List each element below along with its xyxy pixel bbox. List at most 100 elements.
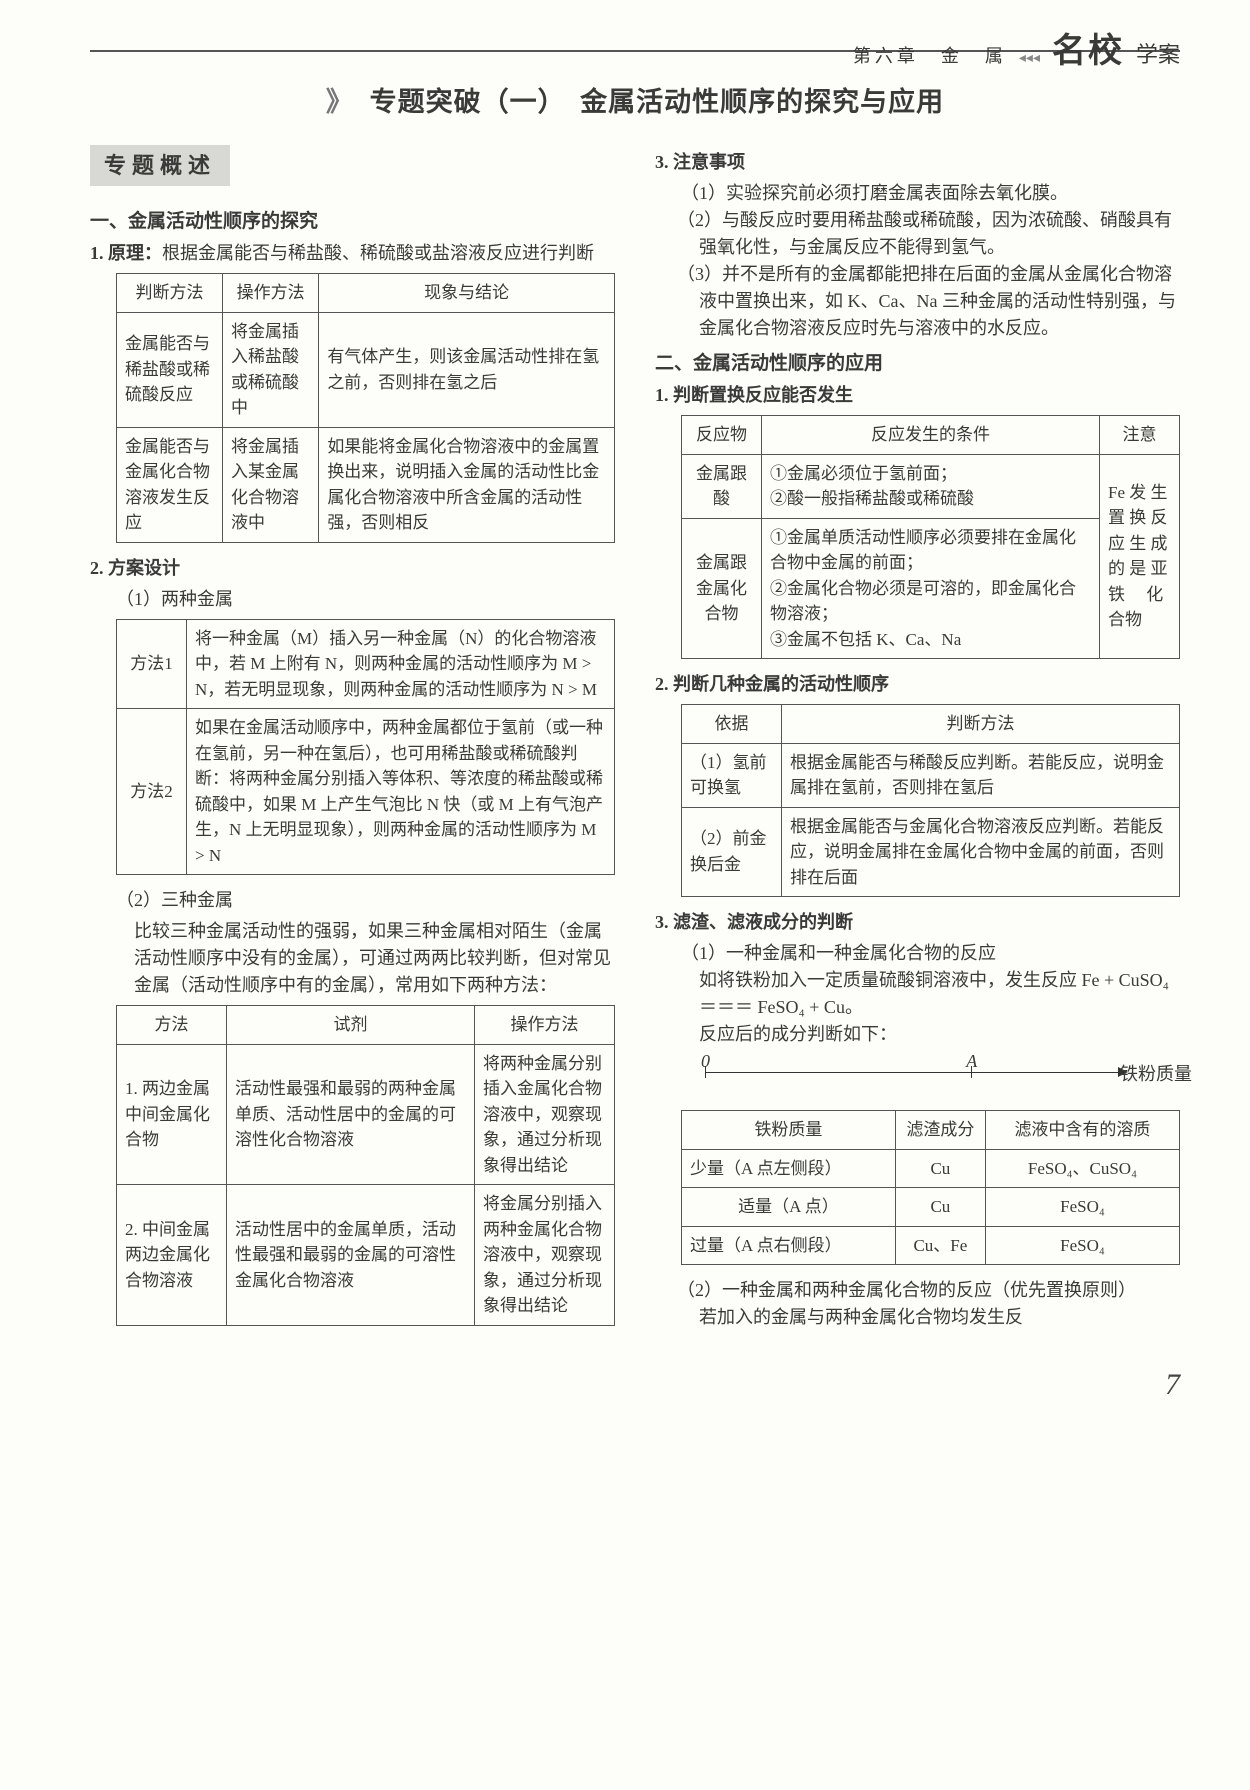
td: Cu、Fe bbox=[895, 1226, 985, 1265]
th: 滤渣成分 bbox=[895, 1111, 985, 1150]
th: 滤液中含有的溶质 bbox=[985, 1111, 1179, 1150]
item-3a: （1）实验探究前必须打磨金属表面除去氧化膜。 bbox=[681, 180, 1180, 207]
td: 将金属插入某金属化合物溶液中 bbox=[222, 427, 318, 542]
td: （2）前金换后金 bbox=[682, 807, 782, 897]
td: 将金属分别插入两种金属化合物溶液中，观察现象，通过分析现象得出结论 bbox=[475, 1185, 615, 1326]
table-3: 方法 试剂 操作方法 1. 两边金属中间金属化合物 活动性最强和最弱的两种金属单… bbox=[116, 1005, 615, 1326]
table-row: 2. 中间金属两边金属化合物溶液 活动性居中的金属单质，活动性最强和最弱的金属的… bbox=[117, 1185, 615, 1326]
item-3b: （2）与酸反应时要用稀盐酸或稀硫酸，因为浓硫酸、硝酸具有强氧化性，与金属反应不能… bbox=[677, 207, 1180, 261]
diag-tick bbox=[705, 1066, 706, 1078]
item-6-label: 3. 滤渣、滤液成分的判断 bbox=[655, 912, 853, 932]
item-6a: （1）一种金属和一种金属化合物的反应 bbox=[681, 940, 1180, 967]
item-4-label: 1. 判断置换反应能否发生 bbox=[655, 385, 853, 405]
td: 方法1 bbox=[117, 619, 187, 709]
td: 活动性居中的金属单质，活动性最强和最弱的金属的可溶性金属化合物溶液 bbox=[227, 1185, 475, 1326]
item-5-label: 2. 判断几种金属的活动性顺序 bbox=[655, 674, 889, 694]
table-row: 方法 试剂 操作方法 bbox=[117, 1006, 615, 1045]
table-row: 金属跟酸 ①金属必须位于氢前面； ②酸一般指稀盐酸或稀硫酸 Fe 发 生置 换 … bbox=[682, 454, 1180, 518]
td: 少量（A 点左侧段） bbox=[682, 1149, 896, 1188]
td: ①金属必须位于氢前面； ②酸一般指稀盐酸或稀硫酸 bbox=[762, 454, 1100, 518]
item-3c: （3）并不是所有的金属都能把排在后面的金属从金属化合物溶液中置换出来，如 K、C… bbox=[677, 261, 1180, 342]
item-2b: （2）三种金属 bbox=[116, 887, 615, 914]
page-number: 7 bbox=[90, 1362, 1180, 1407]
td: ①金属单质活动性顺序必须要排在金属化合物中金属的前面； ②金属化合物必须是可溶的… bbox=[762, 518, 1100, 659]
table-row: 铁粉质量 滤渣成分 滤液中含有的溶质 bbox=[682, 1111, 1180, 1150]
td: 金属跟酸 bbox=[682, 454, 762, 518]
table-1: 判断方法 操作方法 现象与结论 金属能否与稀盐酸或稀硫酸反应 将金属插入稀盐酸或… bbox=[116, 273, 615, 543]
table-2: 方法1 将一种金属（M）插入另一种金属（N）的化合物溶液中，若 M 上附有 N，… bbox=[116, 619, 615, 876]
table-row: （1）氢前可换氢 根据金属能否与稀酸反应判断。若能反应，说明金属排在氢前，否则排… bbox=[682, 743, 1180, 807]
td: Cu bbox=[895, 1188, 985, 1227]
left-column: 专题概述 一、金属活动性顺序的探究 1. 原理：根据金属能否与稀盐酸、稀硫酸或盐… bbox=[90, 145, 615, 1338]
th: 方法 bbox=[117, 1006, 227, 1045]
table-row: 方法2 如果在金属活动顺序中，两种金属都位于氢前（或一种在氢前，另一种在氢后），… bbox=[117, 709, 615, 875]
item-1-text: 根据金属能否与稀盐酸、稀硫酸或盐溶液反应进行判断 bbox=[162, 243, 594, 263]
item-1: 1. 原理：根据金属能否与稀盐酸、稀硫酸或盐溶液反应进行判断 bbox=[90, 240, 615, 267]
two-column-layout: 专题概述 一、金属活动性顺序的探究 1. 原理：根据金属能否与稀盐酸、稀硫酸或盐… bbox=[90, 145, 1180, 1338]
th: 反应物 bbox=[682, 416, 762, 455]
td: Fe 发 生置 换 反应 生 成的 是 亚铁 化合物 bbox=[1100, 454, 1180, 659]
main-title: 》 专题突破（一） 金属活动性顺序的探究与应用 bbox=[90, 82, 1180, 123]
td: 根据金属能否与金属化合物溶液反应判断。若能反应，说明金属排在金属化合物中金属的前… bbox=[782, 807, 1180, 897]
td: FeSO₄ bbox=[985, 1188, 1179, 1227]
table-5: 依据 判断方法 （1）氢前可换氢 根据金属能否与稀酸反应判断。若能反应，说明金属… bbox=[681, 704, 1180, 897]
td: 2. 中间金属两边金属化合物溶液 bbox=[117, 1185, 227, 1326]
td: FeSO₄、CuSO₄ bbox=[985, 1149, 1179, 1188]
table-6: 铁粉质量 滤渣成分 滤液中含有的溶质 少量（A 点左侧段） Cu FeSO₄、C… bbox=[681, 1110, 1180, 1265]
table-row: 适量（A 点） Cu FeSO₄ bbox=[682, 1188, 1180, 1227]
item-2: 2. 方案设计 bbox=[90, 555, 615, 582]
chapter-label: 第六章 金 属 bbox=[853, 43, 1007, 70]
td: 金属能否与稀盐酸或稀硫酸反应 bbox=[117, 312, 223, 427]
table-row: （2）前金换后金 根据金属能否与金属化合物溶液反应判断。若能反应，说明金属排在金… bbox=[682, 807, 1180, 897]
item-2-label: 2. 方案设计 bbox=[90, 558, 180, 578]
td: 将一种金属（M）插入另一种金属（N）的化合物溶液中，若 M 上附有 N，则两种金… bbox=[187, 619, 615, 709]
chevron-icon: 》 bbox=[326, 87, 354, 117]
item-6a-text2: 反应后的成分判断如下： bbox=[699, 1021, 1180, 1048]
table-4: 反应物 反应发生的条件 注意 金属跟酸 ①金属必须位于氢前面； ②酸一般指稀盐酸… bbox=[681, 415, 1180, 659]
table-row: 1. 两边金属中间金属化合物 活动性最强和最弱的两种金属单质、活动性居中的金属的… bbox=[117, 1044, 615, 1185]
diag-axis-label: 铁粉质量 bbox=[1120, 1061, 1192, 1088]
header-text: 第六章 金 属 ◂◂◂ 名校 学案 bbox=[853, 26, 1180, 77]
table-row: 依据 判断方法 bbox=[682, 705, 1180, 744]
table-row: 过量（A 点右侧段） Cu、Fe FeSO₄ bbox=[682, 1226, 1180, 1265]
item-5: 2. 判断几种金属的活动性顺序 bbox=[655, 671, 1180, 698]
right-column: 3. 注意事项 （1）实验探究前必须打磨金属表面除去氧化膜。 （2）与酸反应时要… bbox=[655, 145, 1180, 1338]
item-6: 3. 滤渣、滤液成分的判断 bbox=[655, 909, 1180, 936]
th: 判断方法 bbox=[782, 705, 1180, 744]
item-6b: （2）一种金属和两种金属化合物的反应（优先置换原则） bbox=[677, 1277, 1180, 1304]
arrows-icon: ◂◂◂ bbox=[1019, 48, 1040, 69]
table-row: 判断方法 操作方法 现象与结论 bbox=[117, 274, 615, 313]
brand-logo: 名校 bbox=[1052, 26, 1124, 77]
table-row: 反应物 反应发生的条件 注意 bbox=[682, 416, 1180, 455]
td: 金属能否与金属化合物溶液发生反应 bbox=[117, 427, 223, 542]
table-row: 金属能否与金属化合物溶液发生反应 将金属插入某金属化合物溶液中 如果能将金属化合… bbox=[117, 427, 615, 542]
th: 操作方法 bbox=[475, 1006, 615, 1045]
td: 如果能将金属化合物溶液中的金属置换出来，说明插入金属的活动性比金属化合物溶液中所… bbox=[319, 427, 615, 542]
item-6b-text: 若加入的金属与两种金属化合物均发生反 bbox=[699, 1304, 1180, 1331]
th: 反应发生的条件 bbox=[762, 416, 1100, 455]
th: 铁粉质量 bbox=[682, 1111, 896, 1150]
item-4: 1. 判断置换反应能否发生 bbox=[655, 382, 1180, 409]
item-2b-text: 比较三种金属活动性的强弱，如果三种金属相对陌生（金属活动性顺序中没有的金属），可… bbox=[134, 918, 615, 999]
brand-suffix: 学案 bbox=[1136, 38, 1180, 71]
td: 金属跟金属化合物 bbox=[682, 518, 762, 659]
diag-tick bbox=[971, 1066, 972, 1078]
th: 试剂 bbox=[227, 1006, 475, 1045]
title-text: 专题突破（一） 金属活动性顺序的探究与应用 bbox=[370, 87, 945, 117]
th: 现象与结论 bbox=[319, 274, 615, 313]
td: 过量（A 点右侧段） bbox=[682, 1226, 896, 1265]
item-2a: （1）两种金属 bbox=[116, 586, 615, 613]
item-1-num: 1. 原理： bbox=[90, 243, 162, 263]
item-3-label: 3. 注意事项 bbox=[655, 152, 745, 172]
diag-line bbox=[705, 1072, 1120, 1073]
section-label: 专题概述 bbox=[90, 145, 230, 186]
td: 适量（A 点） bbox=[682, 1188, 896, 1227]
td: （1）氢前可换氢 bbox=[682, 743, 782, 807]
th: 依据 bbox=[682, 705, 782, 744]
td: 将两种金属分别插入金属化合物溶液中，观察现象，通过分析现象得出结论 bbox=[475, 1044, 615, 1185]
item-3: 3. 注意事项 bbox=[655, 149, 1180, 176]
td: FeSO₄ bbox=[985, 1226, 1179, 1265]
td: 有气体产生，则该金属活动性排在氢之前，否则排在氢之后 bbox=[319, 312, 615, 427]
td: 1. 两边金属中间金属化合物 bbox=[117, 1044, 227, 1185]
td: 将金属插入稀盐酸或稀硫酸中 bbox=[222, 312, 318, 427]
